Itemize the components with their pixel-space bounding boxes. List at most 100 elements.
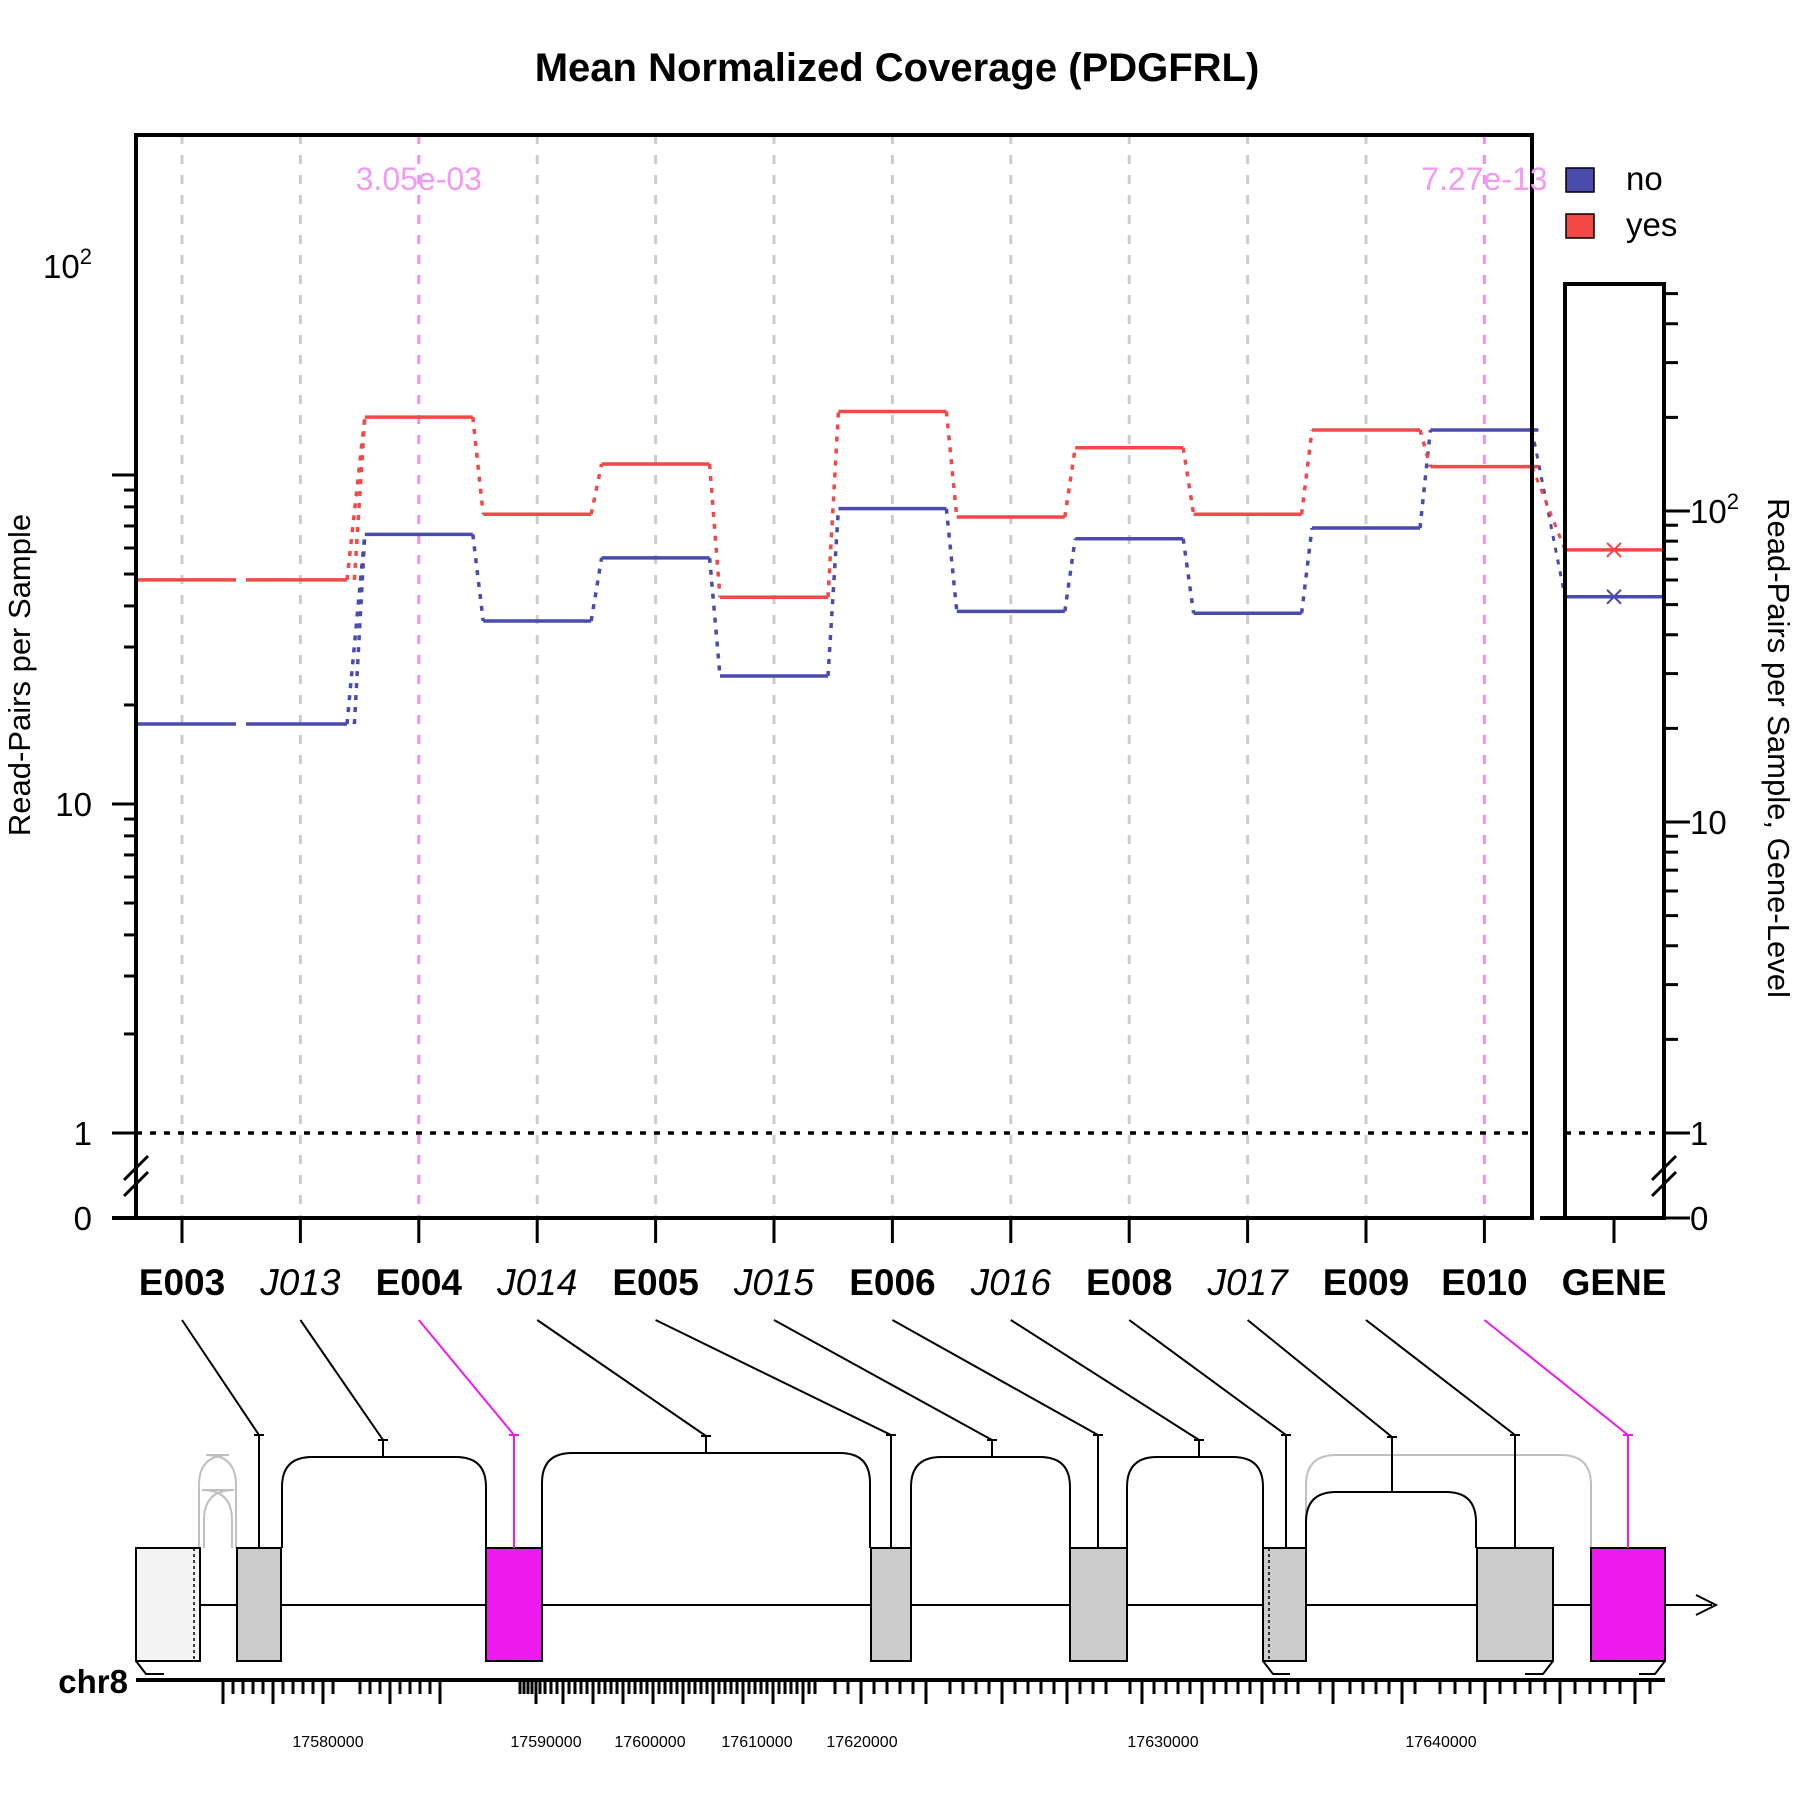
series-connector [1063, 447, 1077, 518]
series-connector [1299, 527, 1314, 614]
axes: 0 1 10 102 Read-Pairs per Sample 0 1 10 102 Read-… [2, 244, 1796, 1303]
axis-break-mark [1650, 1170, 1678, 1198]
y-tick-label: 102 [43, 244, 92, 285]
series-connector [352, 534, 367, 725]
chart-title: Mean Normalized Coverage (PDGFRL) [535, 46, 1260, 90]
series-connector [1063, 538, 1077, 612]
y-tick-label: 10 [55, 786, 92, 823]
feature-connector [1483, 1319, 1629, 1436]
feature-label: E009 [1323, 1262, 1409, 1303]
series-connector [471, 416, 485, 515]
series-connector [1299, 429, 1314, 515]
strand-bracket [1262, 1660, 1290, 1675]
axis-break-mark [122, 1170, 150, 1198]
y-right-tick-label: 10 [1690, 804, 1727, 841]
junction-arc [1305, 1491, 1477, 1548]
axis-break-mark [122, 1154, 150, 1182]
exon-box [135, 1547, 201, 1662]
exon-box [1590, 1547, 1666, 1662]
series-connector [1181, 538, 1196, 614]
exon-box [236, 1547, 282, 1662]
y-right-axis-title: Read-Pairs per Sample, Gene-Level [1761, 498, 1796, 998]
exon-box [1476, 1547, 1554, 1662]
feature-connector [536, 1319, 707, 1437]
feature-label: J014 [496, 1262, 577, 1303]
chromosome-label: chr8 [58, 1663, 128, 1700]
feature-connector [181, 1319, 260, 1436]
feature-label: E005 [612, 1262, 698, 1303]
junction-arc [1126, 1456, 1264, 1548]
junction-arc [201, 1489, 235, 1548]
feature-connector [655, 1319, 892, 1436]
grid-lines [180, 135, 1486, 1218]
feature-connector [299, 1319, 384, 1441]
genome-tick-label: 17580000 [292, 1734, 363, 1751]
strand-bracket [1639, 1660, 1666, 1675]
series-connector [345, 416, 367, 581]
feature-label: E004 [376, 1262, 463, 1303]
series-connector [944, 508, 959, 612]
series-connector [589, 463, 604, 515]
strand-bracket [1525, 1660, 1554, 1675]
feature-connector [418, 1319, 515, 1436]
feature-label: E008 [1086, 1262, 1172, 1303]
plot-frame [134, 133, 1534, 1220]
genome-tick-label: 17600000 [614, 1734, 685, 1751]
axis-break-mark [1650, 1154, 1678, 1182]
feature-connector [1246, 1319, 1393, 1438]
exon-box [1069, 1547, 1128, 1662]
series-connector [826, 411, 841, 598]
y-right-tick-label: 102 [1690, 489, 1739, 530]
junction-arc [198, 1454, 237, 1548]
y-tick-label-exponent: 2 [80, 244, 92, 269]
feature-label: E006 [849, 1262, 935, 1303]
series-connector [1530, 429, 1567, 598]
feature-connector [1128, 1319, 1287, 1436]
junction-arc [1305, 1454, 1592, 1548]
y-tick-label: 0 [74, 1200, 92, 1237]
exon-box [1262, 1547, 1307, 1662]
series-connector [1530, 466, 1567, 551]
legend-label: yes [1626, 206, 1677, 243]
series-connector [1418, 429, 1433, 468]
genome-tick-label: 17630000 [1127, 1734, 1198, 1751]
feature-connector [891, 1319, 1099, 1436]
pvalue-label: 7.27e-13 [1421, 161, 1547, 197]
y-axis-title: Read-Pairs per Sample [2, 514, 37, 836]
strand-arrow [1695, 1594, 1719, 1616]
exon-box [485, 1547, 543, 1662]
exon-box [870, 1547, 912, 1662]
y-tick-label: 1 [74, 1115, 92, 1152]
legend: no yes [1565, 160, 1677, 243]
feature-label: J015 [733, 1262, 815, 1303]
genome-tick-label: 17640000 [1405, 1734, 1476, 1751]
legend-swatch [1565, 167, 1595, 193]
series-connector [1181, 447, 1196, 515]
gene-panel-frame [1563, 282, 1666, 1220]
feature-connector [773, 1319, 993, 1441]
series-connector [589, 557, 604, 622]
feature-label: E003 [139, 1262, 225, 1303]
feature-label: J013 [259, 1262, 341, 1303]
feature-label: J016 [970, 1262, 1052, 1303]
series-connector [345, 534, 367, 725]
genome-tick-label: 17620000 [826, 1734, 897, 1751]
gene-label: GENE [1562, 1262, 1667, 1303]
pvalue-label: 3.05e-03 [356, 161, 482, 197]
series-connector [944, 411, 959, 518]
y-right-tick-label: 1 [1690, 1115, 1708, 1152]
series-connector [1418, 429, 1433, 529]
plot-frames [134, 133, 1666, 1220]
genome-tick-label: 17590000 [510, 1734, 581, 1751]
y-right-tick-label: 0 [1690, 1200, 1708, 1237]
feature-connector [1010, 1319, 1200, 1441]
junction-arc [910, 1456, 1071, 1548]
series-connector [707, 463, 722, 598]
strand-bracket [135, 1660, 164, 1675]
series-connector [707, 557, 722, 677]
junction-arc [281, 1456, 487, 1548]
gene-track: chr8 17580000 17590000 17600000 17610000 1762… [58, 1319, 1719, 1751]
legend-swatch [1565, 213, 1595, 239]
feature-label: E010 [1441, 1262, 1527, 1303]
